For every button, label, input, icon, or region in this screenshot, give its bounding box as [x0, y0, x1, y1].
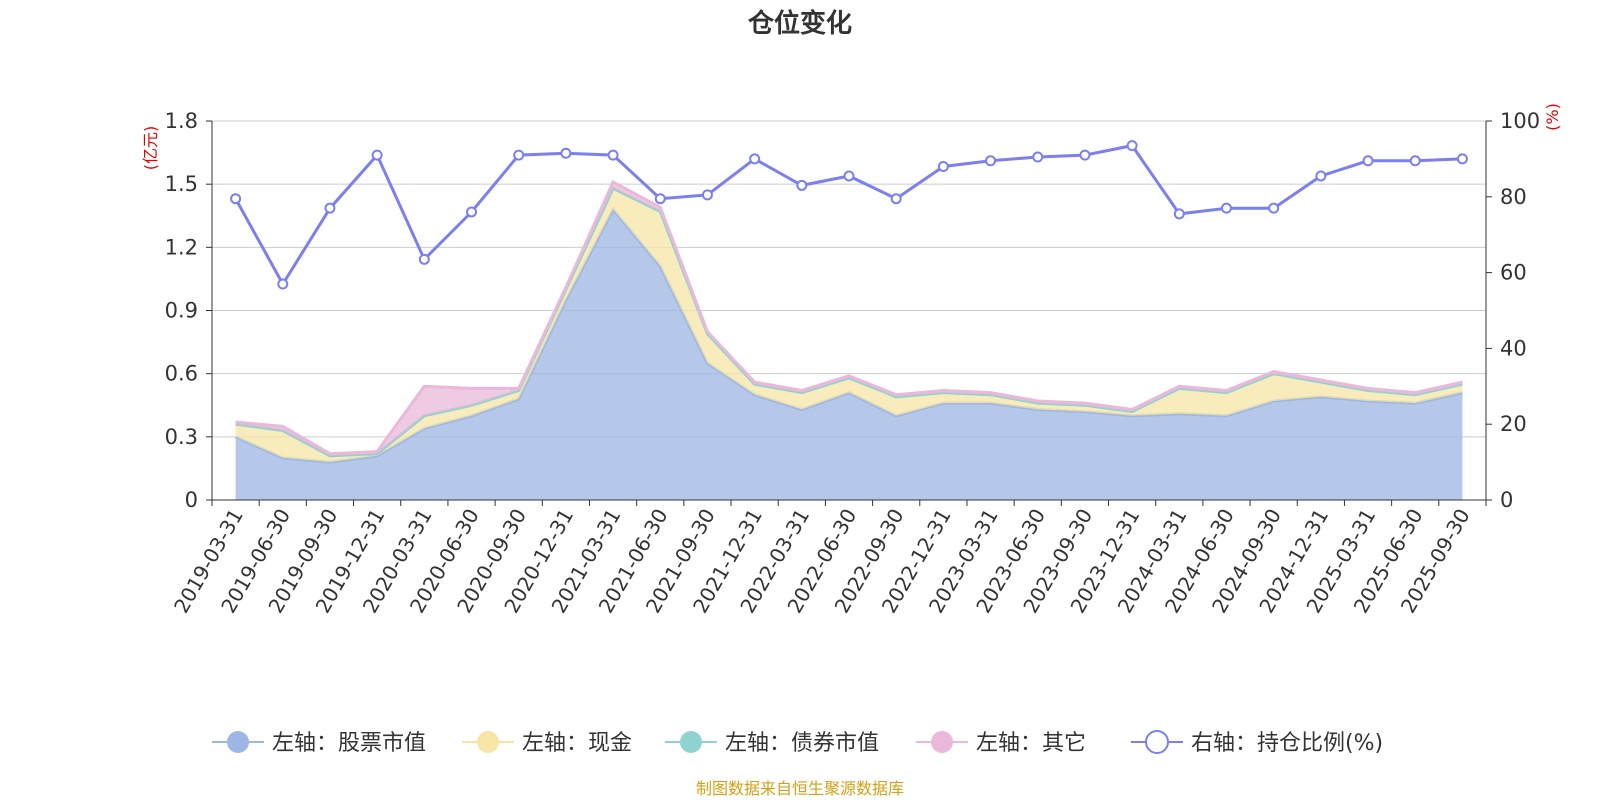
ratio-point: [1126, 140, 1138, 152]
ratio-point: [937, 160, 949, 172]
legend-label: 左轴：现金: [522, 731, 632, 756]
ratio-point: [371, 149, 383, 161]
ratio-point: [277, 278, 289, 290]
right-tick-label: 60: [1500, 261, 1527, 285]
legend-label: 左轴：股票市值: [272, 731, 426, 756]
ratio-point: [890, 193, 902, 205]
ratio-point: [1315, 170, 1327, 182]
legend-marker: [1145, 730, 1169, 754]
legend-marker: [931, 731, 953, 753]
ratio-point: [1220, 202, 1232, 214]
ratio-point: [324, 202, 336, 214]
ratio-point: [230, 193, 242, 205]
left-axis-unit: (亿元): [141, 126, 160, 171]
legend: 左轴：股票市值 左轴：现金 左轴：债券市值 左轴：其它 右轴：持仓比例(%): [212, 730, 1383, 756]
ratio-point: [513, 149, 525, 161]
ratio-point: [1079, 149, 1091, 161]
ratio-point: [1456, 153, 1468, 165]
ratio-point: [843, 170, 855, 182]
ratio-point: [1409, 155, 1421, 167]
right-tick-label: 80: [1500, 185, 1527, 209]
legend-marker: [680, 731, 702, 753]
right-tick-label: 0: [1500, 488, 1513, 512]
ratio-point: [796, 179, 808, 191]
left-tick-label: 1.2: [165, 235, 198, 259]
right-tick-label: 20: [1500, 412, 1527, 436]
right-tick-label: 40: [1500, 336, 1527, 360]
right-tick-label: 100: [1500, 109, 1540, 133]
ratio-point: [607, 149, 619, 161]
legend-marker: [477, 731, 499, 753]
ratio-point: [1362, 155, 1374, 167]
legend-label: 左轴：债券市值: [725, 731, 879, 756]
axes: 00.30.60.91.21.51.80204060801002019-03-3…: [165, 109, 1541, 617]
left-tick-label: 0.3: [165, 425, 198, 449]
stacked-areas: [234, 180, 1463, 500]
ratio-point: [1032, 151, 1044, 163]
area-左轴：股票市值: [235, 209, 1463, 500]
ratio-point: [418, 253, 430, 265]
ratio-line-path: [234, 143, 1463, 287]
legend-marker: [227, 731, 249, 753]
chart-title: 仓位变化: [747, 8, 852, 39]
left-tick-label: 0: [185, 488, 198, 512]
legend-label: 左轴：其它: [976, 731, 1086, 756]
left-tick-label: 0.6: [165, 362, 198, 386]
ratio-point: [560, 147, 572, 159]
ratio-point: [654, 193, 666, 205]
ratio-point: [1268, 202, 1280, 214]
ratio-point: [701, 189, 713, 201]
left-tick-label: 1.5: [165, 172, 198, 196]
left-tick-label: 0.9: [165, 299, 198, 323]
source-note: 制图数据来自恒生聚源数据库: [696, 779, 904, 798]
ratio-point: [1173, 208, 1185, 220]
legend-label: 右轴：持仓比例(%): [1191, 731, 1383, 756]
ratio-point: [466, 206, 478, 218]
ratio-point: [749, 153, 761, 165]
holding-ratio-line: [230, 140, 1468, 290]
left-tick-label: 1.8: [165, 109, 198, 133]
ratio-point: [985, 155, 997, 167]
area-edge-左轴：其它: [235, 180, 1463, 456]
right-axis-unit: (%): [1543, 103, 1562, 131]
